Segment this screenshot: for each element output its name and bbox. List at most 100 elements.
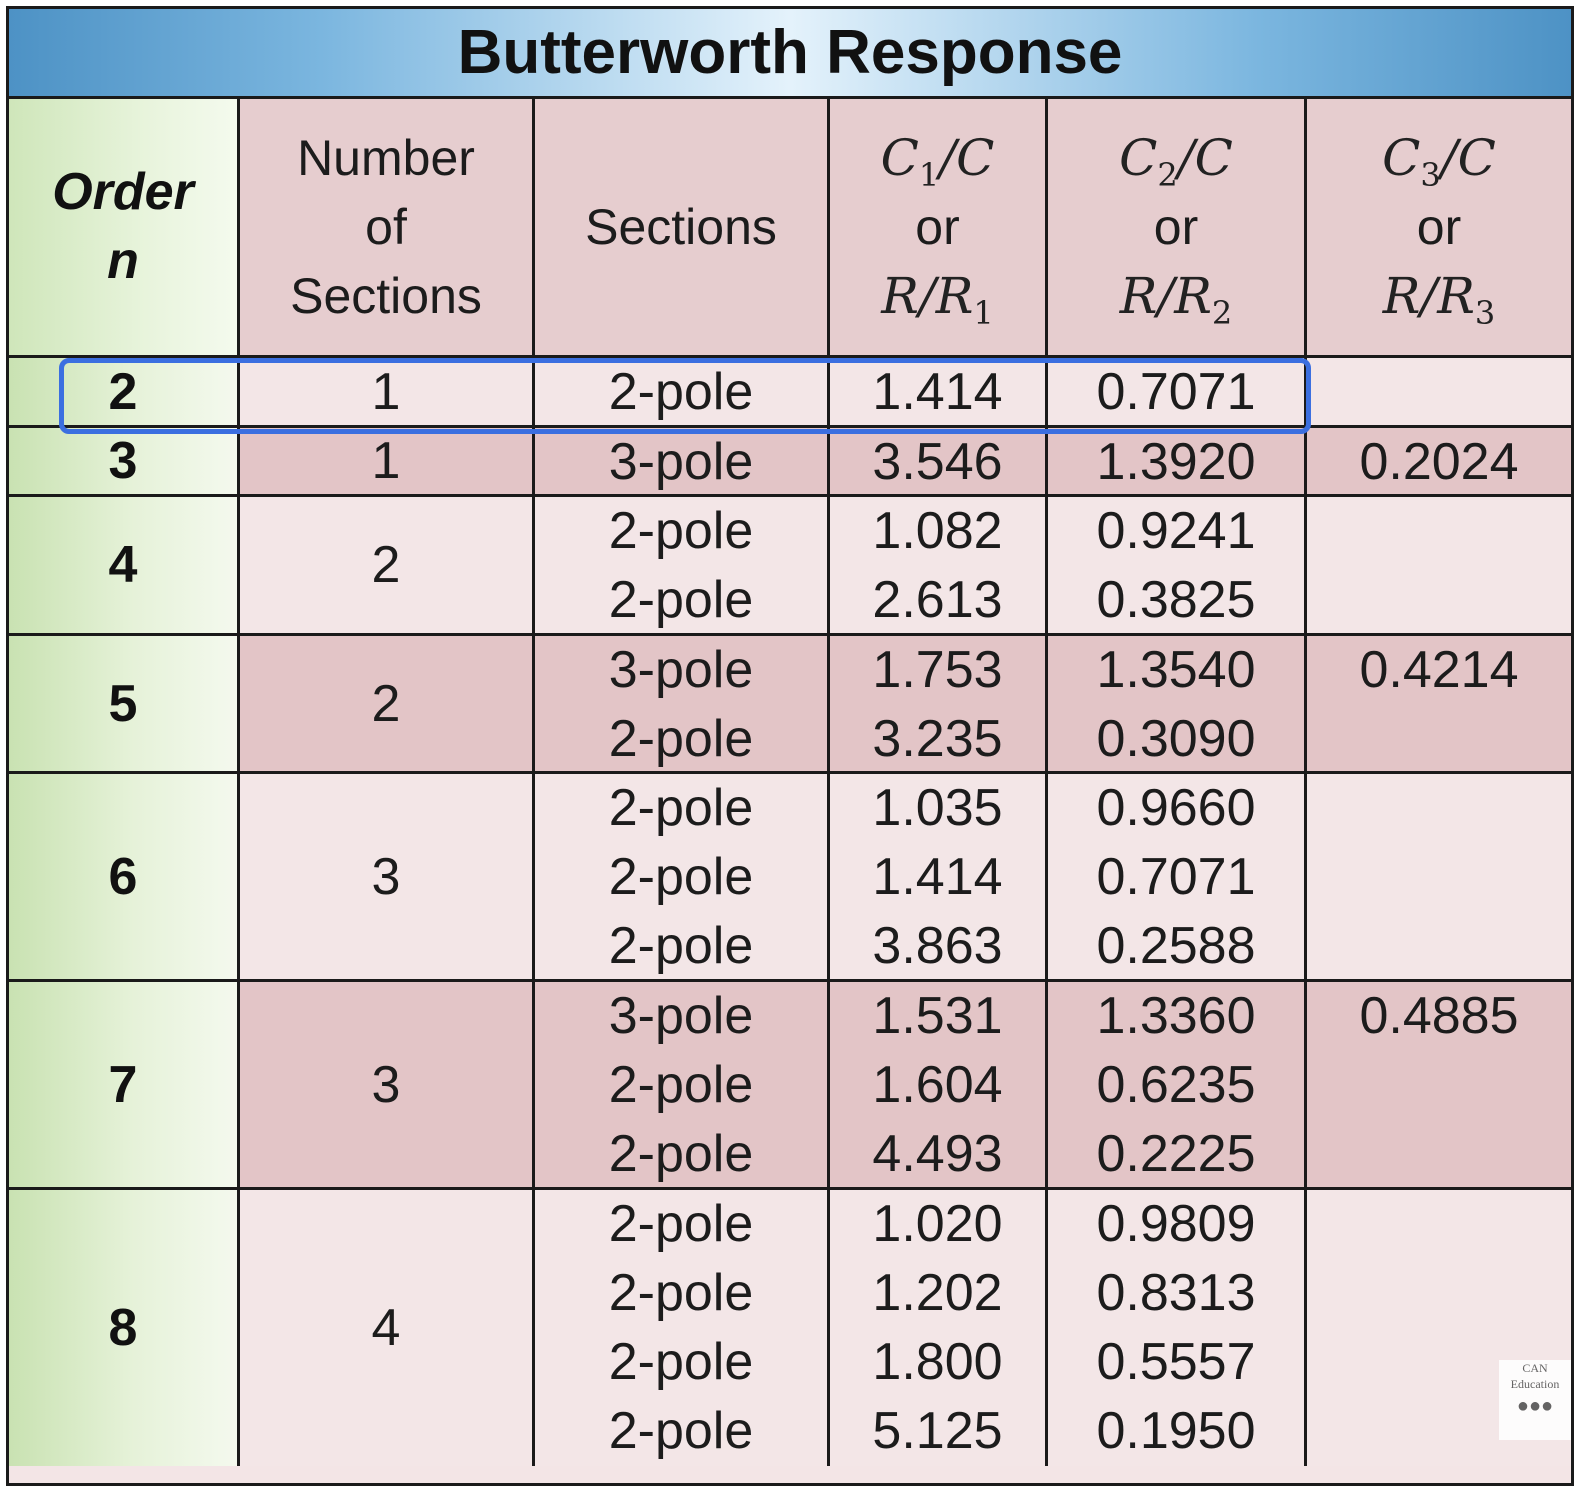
- sections-cell: 2-pole: [535, 358, 830, 428]
- order-value: 2: [108, 362, 138, 421]
- header-c3-resistor-ratio: R/R3: [1382, 266, 1496, 332]
- sections-value: 2-pole: [608, 1264, 754, 1322]
- header-c2-numerator: C: [1119, 128, 1158, 187]
- c3-cell: 0.4214: [1307, 636, 1571, 774]
- sections-value: 2-pole: [608, 502, 754, 560]
- header-c1-denominator: C: [956, 128, 995, 187]
- logo-text-can: CAN: [1522, 1361, 1548, 1375]
- sections-value: 2-pole: [608, 571, 754, 629]
- c1-cell: 1.531 1.604 4.493: [830, 982, 1048, 1190]
- c1-value: 1.604: [872, 1056, 1003, 1114]
- c1-value: 1.800: [872, 1333, 1003, 1391]
- header-order-line: Order: [52, 163, 194, 221]
- c1-cell: 1.020 1.202 1.800 5.125: [830, 1190, 1048, 1466]
- sections-cell: 3-pole 2-pole 2-pole: [535, 982, 830, 1190]
- number-of-sections-cell: 2: [240, 497, 535, 636]
- table-grid: Order n Number of Sections Sections C1/C or R/R1…: [9, 99, 1571, 1483]
- number-of-sections-cell: 4: [240, 1190, 535, 1466]
- c2-value: 0.6235: [1096, 1056, 1256, 1114]
- number-of-sections-value: 3: [371, 1055, 401, 1114]
- header-c2-r: R: [1119, 266, 1158, 325]
- order-cell: 8: [9, 1190, 240, 1466]
- order-cell: 6: [9, 774, 240, 982]
- header-c1-r: R: [881, 266, 919, 325]
- sections-value: 3-pole: [608, 641, 754, 699]
- sections-cell: 2-pole 2-pole 2-pole: [535, 774, 830, 982]
- c1-value: 1.414: [872, 848, 1003, 906]
- header-c1-ratio: C1/C or R/R1: [830, 99, 1048, 358]
- sections-value: 2-pole: [608, 779, 754, 837]
- c2-value: 0.7071: [1096, 363, 1256, 421]
- header-c1-or: or: [915, 198, 960, 255]
- number-of-sections-cell: 1: [240, 358, 535, 428]
- sections-value: 3-pole: [608, 987, 754, 1045]
- header-c3-capacitor-ratio: C3/C: [1382, 128, 1496, 194]
- number-of-sections-value: 1: [371, 362, 401, 421]
- c2-value: 0.9809: [1096, 1195, 1256, 1253]
- header-c3-ratio: C3/C or R/R3: [1307, 99, 1571, 358]
- sections-value: 2-pole: [608, 710, 754, 768]
- c1-cell: 1.414: [830, 358, 1048, 428]
- header-c3-numerator: C: [1382, 128, 1421, 187]
- header-c2-r-denominator: R: [1174, 266, 1212, 325]
- c2-cell: 0.9809 0.8313 0.5557 0.1950: [1048, 1190, 1307, 1466]
- header-number-of-sections-line: of: [365, 198, 407, 255]
- header-c1-r-subscript: 1: [973, 293, 994, 332]
- c1-value: 3.546: [872, 433, 1003, 491]
- number-of-sections-value: 4: [371, 1299, 401, 1357]
- header-c1-capacitor-ratio: C1/C: [880, 128, 995, 194]
- c1-value: 3.235: [872, 710, 1003, 768]
- c2-value: 0.9241: [1096, 502, 1256, 560]
- sections-cell: 3-pole: [535, 428, 830, 497]
- c3-cell: 0.2024: [1307, 428, 1571, 497]
- sections-value: 2-pole: [608, 1056, 754, 1114]
- sections-value: 2-pole: [608, 1195, 754, 1253]
- header-c2-r-subscript: 2: [1211, 293, 1233, 332]
- c2-cell: 1.3360 0.6235 0.2225: [1048, 982, 1307, 1190]
- sections-value: 3-pole: [608, 433, 754, 491]
- header-c3-or: or: [1416, 198, 1462, 255]
- number-of-sections-value: 2: [371, 674, 401, 733]
- header-c2-subscript: 2: [1157, 155, 1178, 194]
- c3-value: 0.4885: [1359, 987, 1519, 1045]
- number-of-sections-cell: 2: [240, 636, 535, 774]
- c1-value: 3.863: [872, 917, 1003, 975]
- header-c1-r-denominator: R: [935, 266, 974, 325]
- logo-mark-icon: ●●●: [1516, 1395, 1554, 1417]
- header-c2-ratio: C2/C or R/R2: [1048, 99, 1307, 358]
- sections-cell: 3-pole 2-pole: [535, 636, 830, 774]
- c1-value: 1.082: [872, 502, 1003, 560]
- logo-text-education: Education: [1510, 1377, 1560, 1391]
- order-cell: 3: [9, 428, 240, 497]
- order-value: 8: [108, 1299, 138, 1357]
- c2-value: 0.3825: [1096, 571, 1256, 629]
- c2-value: 1.3920: [1096, 433, 1256, 491]
- c1-value: 4.493: [872, 1125, 1003, 1183]
- header-order-line: n: [107, 232, 139, 290]
- c1-value: 1.202: [872, 1264, 1003, 1322]
- c3-value: 0.4214: [1359, 641, 1519, 699]
- order-cell: 7: [9, 982, 240, 1190]
- number-of-sections-value: 3: [371, 847, 401, 906]
- header-c2-resistor-ratio: R/R2: [1119, 266, 1233, 332]
- c1-value: 1.414: [872, 363, 1003, 421]
- header-sections: Sections: [535, 99, 830, 358]
- c2-value: 0.1950: [1096, 1402, 1256, 1460]
- c2-value: 0.2225: [1096, 1125, 1256, 1183]
- header-number-of-sections: Number of Sections: [240, 99, 535, 358]
- c3-cell: [1307, 358, 1571, 428]
- c1-cell: 1.753 3.235: [830, 636, 1048, 774]
- table-title: Butterworth Response: [9, 9, 1571, 99]
- c1-value: 5.125: [872, 1402, 1003, 1460]
- header-number-of-sections-line: Sections: [290, 267, 482, 324]
- c1-value: 1.035: [872, 779, 1003, 837]
- c2-value: 1.3540: [1096, 641, 1256, 699]
- header-c3-r-subscript: 3: [1474, 293, 1496, 332]
- c1-cell: 1.082 2.613: [830, 497, 1048, 636]
- sections-value: 2-pole: [608, 1333, 754, 1391]
- c1-value: 1.020: [872, 1195, 1003, 1253]
- number-of-sections-cell: 1: [240, 428, 535, 497]
- c2-value: 0.7071: [1096, 848, 1256, 906]
- order-value: 5: [108, 674, 138, 733]
- c3-value: 0.2024: [1359, 433, 1519, 491]
